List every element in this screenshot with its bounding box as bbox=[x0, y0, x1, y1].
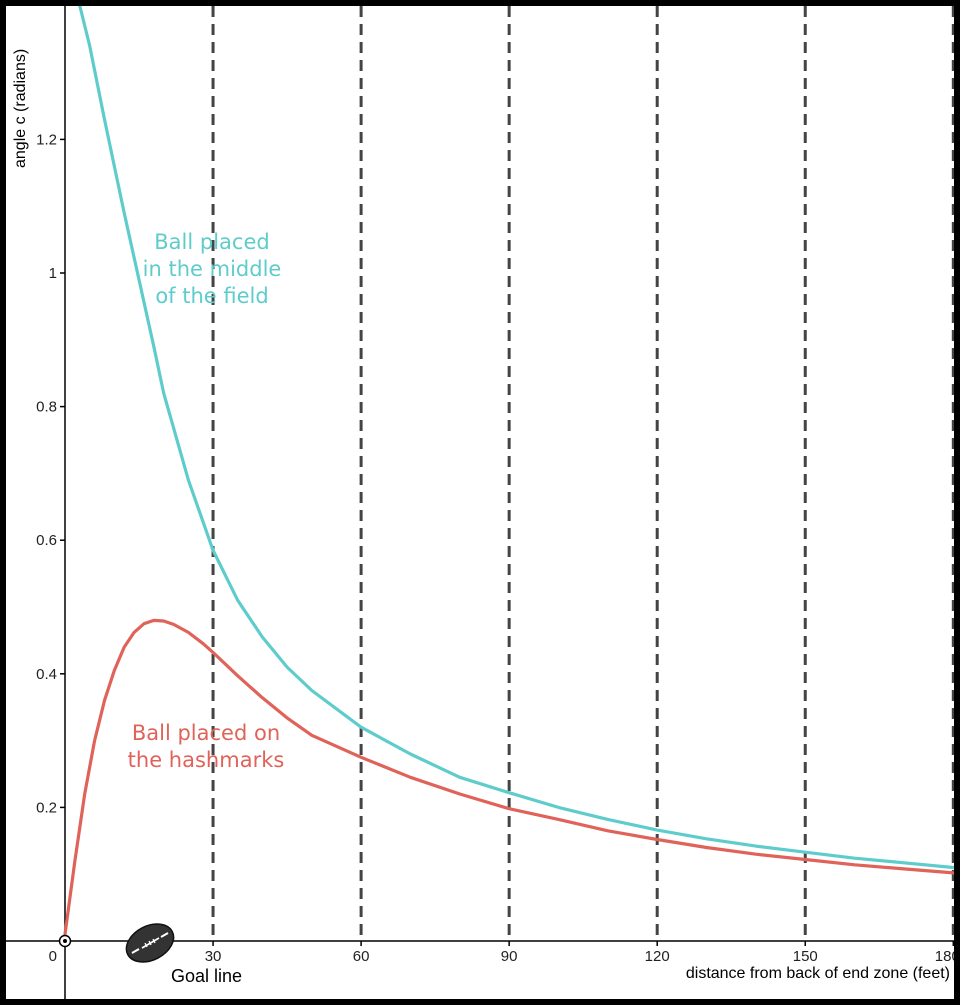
hash-label-line: Ball placed on bbox=[132, 721, 280, 745]
tick-group: 0.2 0.4 0.6 0.8 1 1.2 0 30 60 90 120 150 180 bbox=[36, 131, 954, 965]
hash-label-line: the hashmarks bbox=[128, 748, 285, 772]
x-tick-label: 60 bbox=[353, 948, 370, 965]
y-tick-label: 0.2 bbox=[36, 799, 57, 816]
middle-label-line: Ball placed bbox=[154, 230, 269, 254]
x-axis-title: distance from back of end zone (feet) bbox=[686, 965, 950, 982]
y-tick-label: 1.2 bbox=[36, 131, 57, 148]
line-chart: 0.2 0.4 0.6 0.8 1 1.2 0 30 60 90 120 150 180 angle c… bbox=[6, 6, 954, 999]
football-icon bbox=[125, 923, 175, 963]
y-tick-label: 0.6 bbox=[36, 532, 57, 549]
x-tick-label: 150 bbox=[793, 948, 818, 965]
x-tick-label: 30 bbox=[205, 948, 222, 965]
middle-field-series-line bbox=[78, 6, 954, 870]
y-tick-label: 0.8 bbox=[36, 399, 57, 416]
axes-group bbox=[6, 6, 954, 999]
goal-line-label: Goal line bbox=[171, 966, 242, 986]
x-tick-label: 0 bbox=[49, 948, 57, 965]
middle-field-annotation: Ball placed in the middle of the field bbox=[143, 230, 282, 308]
yard-line-group bbox=[211, 6, 954, 941]
y-axis-title: angle c (radians) bbox=[12, 49, 29, 168]
hashmarks-series-line bbox=[63, 618, 954, 936]
middle-label-line: in the middle bbox=[143, 257, 282, 281]
hashmarks-annotation: Ball placed on the hashmarks bbox=[128, 721, 285, 772]
chart-area: 0.2 0.4 0.6 0.8 1 1.2 0 30 60 90 120 150 180 angle c… bbox=[6, 6, 954, 999]
middle-label-line: of the field bbox=[155, 284, 268, 308]
y-tick-label: 1 bbox=[49, 265, 57, 282]
x-tick-label: 90 bbox=[501, 948, 518, 965]
x-tick-label: 180 bbox=[935, 948, 954, 965]
y-tick-label: 0.4 bbox=[36, 666, 57, 683]
origin-marker-icon bbox=[58, 934, 72, 948]
x-tick-label: 120 bbox=[645, 948, 670, 965]
series-group bbox=[63, 6, 954, 936]
